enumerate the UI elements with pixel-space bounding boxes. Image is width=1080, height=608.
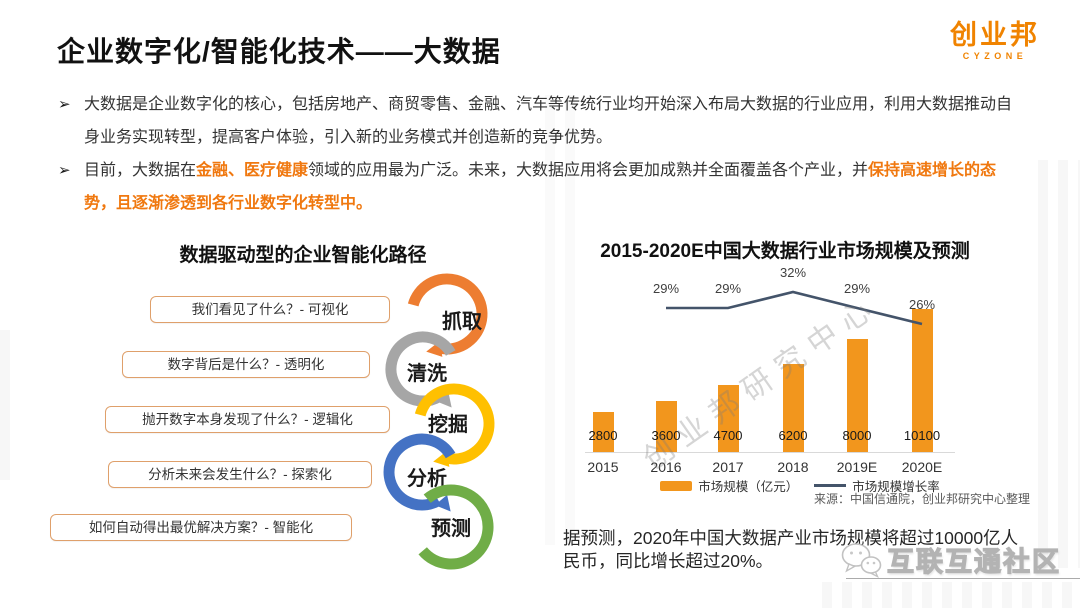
process-ring xyxy=(385,331,456,407)
process-step-label: 分析 xyxy=(407,467,447,490)
bar xyxy=(592,412,614,452)
bar-value-label: 10100 xyxy=(903,428,941,443)
bullet-segment: 保持高速增长的态势，且逐渐渗透到各行业数字化转型中。 xyxy=(84,162,997,212)
bullet-segment: 领域的应用最为广泛。未来，大数据应用将会更加成熟并全面覆盖各个产业，并 xyxy=(308,162,869,179)
bar xyxy=(655,401,677,452)
x-tick-label: 2017 xyxy=(712,459,744,475)
bullet-segment: 大数据是企业数字化的核心，包括房地产、商贸零售、金融、汽车等传统行业均开始深入布… xyxy=(84,96,1013,146)
community-watermark: 互联互通社区 xyxy=(840,540,1061,579)
x-tick-label: 2019E xyxy=(836,459,878,475)
bullet-list: ➢ 大数据是企业数字化的核心，包括房地产、商贸零售、金融、汽车等传统行业均开始深入… xyxy=(58,88,1026,220)
growth-point-label: 29% xyxy=(843,281,871,296)
process-ring xyxy=(418,484,494,570)
process-ring xyxy=(383,433,456,511)
background-skyline-pattern xyxy=(1038,160,1080,568)
chart-legend: 市场规模（亿元） 市场规模增长率 xyxy=(615,476,985,495)
bullet-segment: 目前，大数据在 xyxy=(84,162,197,179)
legend-swatch-line xyxy=(814,484,847,487)
process-step-label: 抓取 xyxy=(442,309,482,333)
bullet-marker-icon: ➢ xyxy=(58,96,71,113)
growth-point-label: 32% xyxy=(779,265,807,280)
legend-label: 市场规模（亿元） xyxy=(698,480,799,494)
community-watermark-text: 互联互通社区 xyxy=(886,546,1061,577)
page-title: 企业数字化/智能化技术——大数据 xyxy=(57,36,501,67)
background-skyline-pattern xyxy=(822,582,1080,608)
question-box: 分析未来会发生什么？- 探索化 xyxy=(108,461,372,488)
logo-subtext: CYZONE xyxy=(962,51,1028,61)
growth-polyline xyxy=(666,290,923,326)
chart-source: 来源：中国信通院，创业邦研究中心整理 xyxy=(813,492,1030,506)
cyzone-logo: 创业邦 CYZONE xyxy=(950,22,1040,61)
growth-point-label: 26% xyxy=(908,296,936,312)
bar xyxy=(717,385,739,452)
bottom-divider xyxy=(846,578,1080,579)
legend-item-bar: 市场规模（亿元） xyxy=(660,476,798,495)
process-step-label: 预测 xyxy=(431,517,471,540)
growth-line xyxy=(666,290,923,326)
growth-point-label: 29% xyxy=(714,281,742,296)
question-box: 如何自动得出最优解决方案？- 智能化 xyxy=(50,514,352,541)
chart-title: 2015-2020E中国大数据行业市场规模及预测 xyxy=(600,241,970,262)
process-step-label: 清洗 xyxy=(407,361,447,385)
question-box: 抛开数字本身发现了什么？- 逻辑化 xyxy=(105,406,390,433)
x-tick-label: 2018 xyxy=(777,459,809,475)
x-tick-label: 2020E xyxy=(901,459,943,475)
wechat-icon xyxy=(841,542,882,578)
prediction-note: 据预测，2020年中国大数据产业市场规模将超过10000亿人民币，同比增长超过2… xyxy=(563,528,1019,572)
process-step-label: 挖掘 xyxy=(428,412,468,436)
bullet-text: 大数据是企业数字化的核心，包括房地产、商贸零售、金融、汽车等传统行业均开始深入布… xyxy=(84,88,1026,154)
logo-text: 创业邦 xyxy=(950,20,1040,50)
process-ring xyxy=(407,273,488,355)
market-chart: 2015-2020E中国大数据行业市场规模及预测 2800 2015 3600 201… xyxy=(585,236,985,502)
bar-value-label: 4700 xyxy=(713,428,743,443)
bar-value-label: 3600 xyxy=(651,428,681,443)
bullet-marker-icon: ➢ xyxy=(58,162,71,179)
bullet-text: 目前，大数据在金融、医疗健康领域的应用最为广泛。未来，大数据应用将会更加成熟并全… xyxy=(84,154,1026,220)
background-skyline-pattern xyxy=(545,95,579,545)
process-title: 数据驱动型的企业智能化路径 xyxy=(179,245,427,266)
question-box: 数字背后是什么？- 透明化 xyxy=(122,351,370,378)
question-box: 我们看见了什么？- 可视化 xyxy=(150,296,390,323)
process-ring xyxy=(414,383,495,465)
bullet-item: ➢ 目前，大数据在金融、医疗健康领域的应用最为广泛。未来，大数据应用将会更加成熟并… xyxy=(58,154,1026,220)
legend-swatch-bar xyxy=(660,480,693,491)
bar-value-label: 2800 xyxy=(588,428,618,443)
bullet-segment: 金融、医疗健康 xyxy=(196,162,309,179)
legend-label: 市场规模增长率 xyxy=(852,480,940,494)
x-axis xyxy=(585,452,955,453)
bullet-item: ➢ 大数据是企业数字化的核心，包括房地产、商贸零售、金融、汽车等传统行业均开始深入… xyxy=(58,88,1026,154)
background-skyline-pattern xyxy=(0,330,16,480)
growth-point-label: 29% xyxy=(652,281,680,296)
bar xyxy=(846,339,868,452)
legend-item-line: 市场规模增长率 xyxy=(814,476,940,495)
bar-value-label: 6200 xyxy=(778,428,808,443)
bar xyxy=(782,364,804,452)
bar xyxy=(911,309,933,452)
process-arrow-icon xyxy=(434,494,451,512)
x-tick-label: 2015 xyxy=(587,459,619,475)
x-tick-label: 2016 xyxy=(650,459,682,475)
bar-value-label: 8000 xyxy=(842,428,872,443)
